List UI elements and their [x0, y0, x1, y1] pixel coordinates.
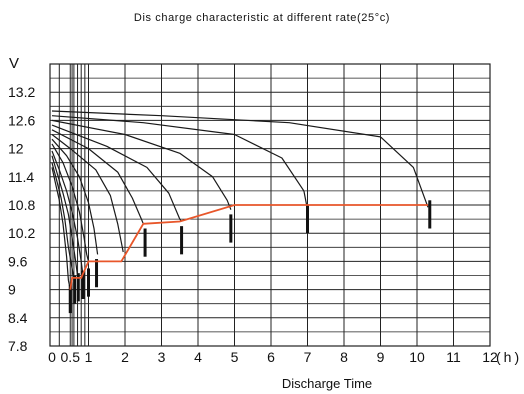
- cutoff-line-group: [69, 204, 428, 290]
- y-tick-label: 9.6: [8, 253, 28, 269]
- discharge-curve: [51, 167, 71, 290]
- discharge-curve: [51, 124, 183, 222]
- y-axis-unit: V: [9, 55, 19, 72]
- y-tick-label: 10.2: [8, 225, 35, 241]
- x-tick-label: 5: [231, 349, 239, 365]
- x-tick-label: 3: [158, 349, 166, 365]
- x-tick-label: 10: [409, 349, 425, 365]
- cutoff-line: [69, 204, 428, 290]
- discharge-curve: [51, 150, 84, 276]
- discharge-curve: [51, 115, 309, 210]
- discharge-curve: [51, 143, 90, 262]
- y-tick-label: 13.2: [8, 84, 35, 100]
- discharge-curve: [51, 162, 75, 279]
- x-tick-label: 7: [304, 349, 312, 365]
- x-tick-label: 1: [85, 349, 93, 365]
- x-axis-label: Discharge Time: [282, 376, 372, 391]
- x-tick-label: 6: [267, 349, 275, 365]
- y-tick-label: 10.8: [8, 197, 35, 213]
- discharge-curve: [51, 110, 429, 208]
- y-tick-labels: 13.2 12.6 12 11.4 10.8 10.2 9.6 9 8.4 7.8: [8, 84, 35, 354]
- x-tick-label: 12: [482, 349, 498, 365]
- x-tick-labels: 0 0.5 1 2 3 4 5 6 7 8 9 10 11 12: [48, 349, 498, 365]
- y-tick-label: 12.6: [8, 112, 35, 128]
- y-tick-label: 9: [8, 282, 16, 298]
- discharge-curve: [51, 129, 144, 225]
- x-tick-label: 11: [446, 349, 461, 365]
- discharge-curve: [51, 138, 99, 255]
- y-tick-label: 12: [8, 141, 24, 157]
- x-tick-label: 4: [194, 349, 202, 365]
- discharge-curve: [51, 134, 124, 253]
- x-tick-label: 9: [377, 349, 385, 365]
- x-tick-label: 8: [340, 349, 348, 365]
- x-axis-unit: (h): [496, 349, 522, 365]
- discharge-curves: [51, 110, 429, 290]
- x-tick-label: 2: [121, 349, 129, 365]
- y-tick-label: 8.4: [8, 310, 28, 326]
- chart-title: Dis charge characteristic at different r…: [134, 12, 390, 24]
- y-tick-label: 7.8: [8, 338, 28, 354]
- x-tick-label: 0.5: [61, 349, 81, 365]
- x-tick-label: 0: [48, 349, 56, 365]
- y-tick-label: 11.4: [8, 169, 34, 185]
- discharge-curve: [51, 155, 79, 276]
- discharge-curve: [51, 119, 232, 210]
